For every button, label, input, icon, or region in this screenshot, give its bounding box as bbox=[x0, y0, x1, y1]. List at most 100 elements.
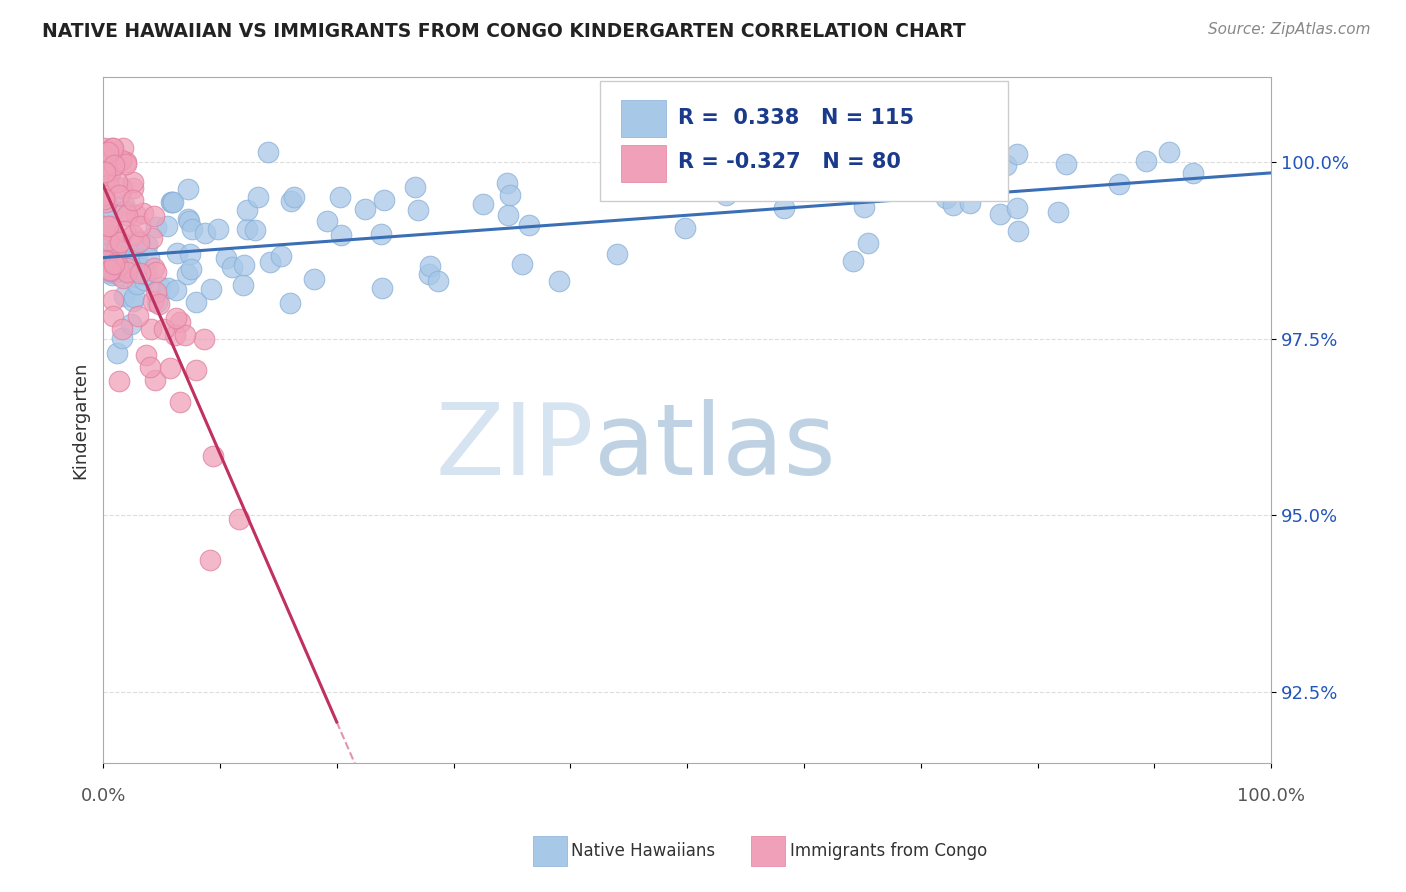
Point bbox=[496, 208, 519, 222]
Point bbox=[93, 159, 115, 173]
Point bbox=[145, 220, 167, 235]
Point bbox=[935, 191, 957, 205]
FancyBboxPatch shape bbox=[620, 100, 666, 137]
Point bbox=[112, 289, 135, 303]
Point bbox=[110, 235, 132, 250]
Point bbox=[201, 450, 224, 464]
Point bbox=[108, 268, 131, 283]
Point bbox=[406, 202, 429, 217]
Point bbox=[105, 239, 128, 253]
Point bbox=[132, 205, 155, 219]
Point bbox=[1007, 224, 1029, 238]
Point bbox=[143, 373, 166, 387]
Point bbox=[283, 190, 305, 204]
Point bbox=[160, 194, 183, 209]
Point bbox=[146, 294, 169, 309]
Text: Native Hawaiians: Native Hawaiians bbox=[571, 842, 716, 860]
Point bbox=[97, 219, 120, 234]
Point bbox=[94, 254, 117, 268]
Text: R = -0.327   N = 80: R = -0.327 N = 80 bbox=[678, 153, 901, 172]
Point bbox=[200, 282, 222, 296]
Point bbox=[1135, 153, 1157, 168]
Text: ZIP: ZIP bbox=[436, 399, 593, 496]
Point bbox=[142, 293, 165, 308]
Point bbox=[101, 203, 124, 218]
Point bbox=[120, 317, 142, 331]
Point bbox=[152, 322, 174, 336]
Point bbox=[101, 268, 124, 282]
Point bbox=[107, 259, 129, 273]
Point bbox=[111, 141, 134, 155]
Point bbox=[97, 247, 120, 261]
Point bbox=[257, 145, 280, 159]
Point bbox=[714, 188, 737, 202]
Point bbox=[98, 263, 121, 277]
Point bbox=[1108, 177, 1130, 191]
Point bbox=[1182, 166, 1205, 180]
Point bbox=[179, 247, 201, 261]
Point bbox=[988, 206, 1011, 220]
Point bbox=[145, 285, 167, 300]
Point bbox=[108, 264, 131, 278]
Point bbox=[145, 265, 167, 279]
Point bbox=[111, 259, 134, 273]
Point bbox=[111, 331, 134, 345]
Point bbox=[177, 214, 200, 228]
Point bbox=[103, 141, 125, 155]
Point bbox=[93, 161, 115, 175]
Point bbox=[112, 198, 135, 212]
Point bbox=[114, 253, 136, 268]
Point bbox=[103, 158, 125, 172]
Point bbox=[96, 201, 118, 215]
Point bbox=[165, 328, 187, 343]
Point bbox=[329, 189, 352, 203]
Text: Source: ZipAtlas.com: Source: ZipAtlas.com bbox=[1208, 22, 1371, 37]
Point bbox=[94, 244, 117, 258]
Point bbox=[221, 260, 243, 274]
Point bbox=[93, 141, 115, 155]
Point bbox=[373, 193, 395, 207]
Point bbox=[1054, 156, 1077, 170]
Point bbox=[278, 296, 301, 310]
Point bbox=[148, 296, 170, 310]
Text: 0.0%: 0.0% bbox=[80, 788, 125, 805]
Point bbox=[193, 332, 215, 346]
Point bbox=[169, 315, 191, 329]
Point bbox=[495, 176, 517, 190]
Point bbox=[960, 162, 983, 177]
Point bbox=[302, 272, 325, 286]
Point bbox=[141, 231, 163, 245]
Text: R =  0.338   N = 115: R = 0.338 N = 115 bbox=[678, 108, 914, 128]
Point bbox=[115, 155, 138, 169]
Point bbox=[143, 209, 166, 223]
Point bbox=[97, 178, 120, 193]
Point bbox=[165, 283, 187, 297]
Point bbox=[94, 254, 117, 268]
Point bbox=[98, 219, 121, 234]
Point bbox=[108, 235, 131, 249]
Point bbox=[97, 145, 120, 159]
Point bbox=[404, 180, 426, 194]
Point bbox=[280, 194, 302, 209]
Point bbox=[270, 249, 292, 263]
Point bbox=[180, 222, 202, 236]
Point bbox=[624, 181, 647, 195]
Text: NATIVE HAWAIIAN VS IMMIGRANTS FROM CONGO KINDERGARTEN CORRELATION CHART: NATIVE HAWAIIAN VS IMMIGRANTS FROM CONGO… bbox=[42, 22, 966, 41]
Point bbox=[606, 246, 628, 260]
Text: 100.0%: 100.0% bbox=[1237, 788, 1305, 805]
Point bbox=[96, 242, 118, 256]
Point bbox=[129, 219, 152, 234]
Point bbox=[98, 227, 121, 242]
Point bbox=[93, 188, 115, 202]
Point bbox=[135, 268, 157, 282]
Point bbox=[371, 281, 394, 295]
Point bbox=[112, 270, 135, 285]
Point bbox=[115, 208, 138, 222]
Point bbox=[858, 161, 880, 175]
Point bbox=[124, 268, 146, 283]
Point bbox=[419, 260, 441, 274]
Point bbox=[105, 175, 128, 189]
Point bbox=[135, 348, 157, 362]
Point bbox=[117, 260, 139, 275]
Point bbox=[1005, 147, 1028, 161]
